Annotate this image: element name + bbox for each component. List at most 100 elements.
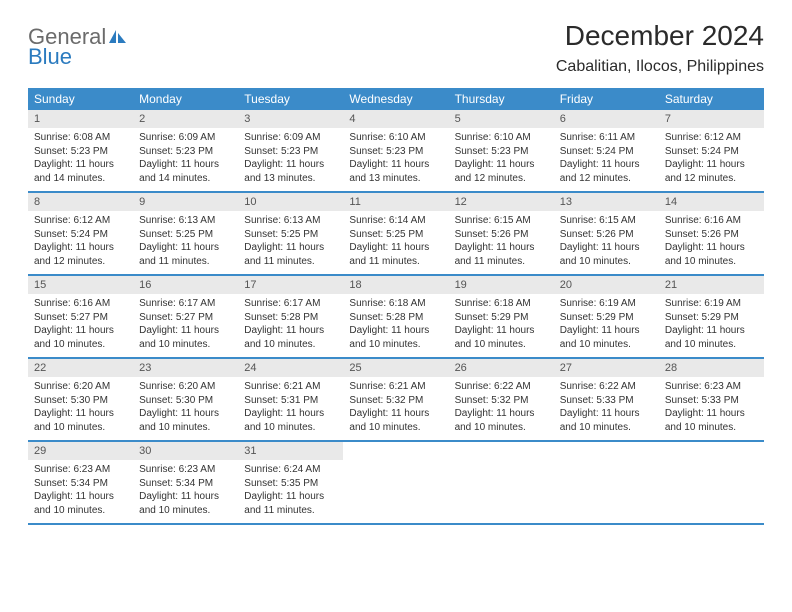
daylight-line: Daylight: 11 hours and 10 minutes. <box>349 324 442 351</box>
day-number: 5 <box>449 110 554 128</box>
weekday-header: Friday <box>554 88 659 110</box>
day-cell: .. <box>449 442 554 523</box>
day-cell: .. <box>659 442 764 523</box>
day-number: 6 <box>554 110 659 128</box>
header: GeneralBlue December 2024 Cabalitian, Il… <box>28 20 764 76</box>
day-cell: .. <box>554 442 659 523</box>
sunrise-line: Sunrise: 6:24 AM <box>244 463 337 477</box>
day-cell: 17Sunrise: 6:17 AMSunset: 5:28 PMDayligh… <box>238 276 343 357</box>
day-details: Sunrise: 6:23 AMSunset: 5:33 PMDaylight:… <box>659 377 764 440</box>
sunset-line: Sunset: 5:23 PM <box>244 145 337 159</box>
daylight-line: Daylight: 11 hours and 14 minutes. <box>139 158 232 185</box>
daylight-line: Daylight: 11 hours and 10 minutes. <box>34 490 127 517</box>
day-number: 16 <box>133 276 238 294</box>
sunrise-line: Sunrise: 6:09 AM <box>139 131 232 145</box>
daylight-line: Daylight: 11 hours and 14 minutes. <box>34 158 127 185</box>
sunrise-line: Sunrise: 6:10 AM <box>455 131 548 145</box>
day-details: Sunrise: 6:23 AMSunset: 5:34 PMDaylight:… <box>133 460 238 523</box>
day-number: 30 <box>133 442 238 460</box>
day-cell: 21Sunrise: 6:19 AMSunset: 5:29 PMDayligh… <box>659 276 764 357</box>
day-number: 28 <box>659 359 764 377</box>
day-details: Sunrise: 6:21 AMSunset: 5:32 PMDaylight:… <box>343 377 448 440</box>
brand-word-2: Blue <box>28 46 128 68</box>
sunrise-line: Sunrise: 6:18 AM <box>349 297 442 311</box>
sunset-line: Sunset: 5:23 PM <box>349 145 442 159</box>
day-details: Sunrise: 6:17 AMSunset: 5:28 PMDaylight:… <box>238 294 343 357</box>
location-text: Cabalitian, Ilocos, Philippines <box>556 58 764 76</box>
day-number: 19 <box>449 276 554 294</box>
day-details: Sunrise: 6:21 AMSunset: 5:31 PMDaylight:… <box>238 377 343 440</box>
sunset-line: Sunset: 5:24 PM <box>34 228 127 242</box>
day-details: Sunrise: 6:10 AMSunset: 5:23 PMDaylight:… <box>449 128 554 191</box>
day-number: 4 <box>343 110 448 128</box>
day-details: Sunrise: 6:22 AMSunset: 5:32 PMDaylight:… <box>449 377 554 440</box>
daylight-line: Daylight: 11 hours and 11 minutes. <box>455 241 548 268</box>
sunrise-line: Sunrise: 6:17 AM <box>244 297 337 311</box>
sunset-line: Sunset: 5:33 PM <box>665 394 758 408</box>
day-cell: 18Sunrise: 6:18 AMSunset: 5:28 PMDayligh… <box>343 276 448 357</box>
sunset-line: Sunset: 5:26 PM <box>665 228 758 242</box>
weeks-container: 1Sunrise: 6:08 AMSunset: 5:23 PMDaylight… <box>28 110 764 525</box>
daylight-line: Daylight: 11 hours and 13 minutes. <box>244 158 337 185</box>
day-number: 26 <box>449 359 554 377</box>
day-cell: 16Sunrise: 6:17 AMSunset: 5:27 PMDayligh… <box>133 276 238 357</box>
day-details: Sunrise: 6:18 AMSunset: 5:28 PMDaylight:… <box>343 294 448 357</box>
day-number: 29 <box>28 442 133 460</box>
day-cell: 13Sunrise: 6:15 AMSunset: 5:26 PMDayligh… <box>554 193 659 274</box>
day-number: 12 <box>449 193 554 211</box>
day-cell: 11Sunrise: 6:14 AMSunset: 5:25 PMDayligh… <box>343 193 448 274</box>
day-number: 8 <box>28 193 133 211</box>
day-cell: .. <box>343 442 448 523</box>
sunrise-line: Sunrise: 6:23 AM <box>34 463 127 477</box>
day-cell: 9Sunrise: 6:13 AMSunset: 5:25 PMDaylight… <box>133 193 238 274</box>
daylight-line: Daylight: 11 hours and 10 minutes. <box>139 490 232 517</box>
day-cell: 6Sunrise: 6:11 AMSunset: 5:24 PMDaylight… <box>554 110 659 191</box>
sunrise-line: Sunrise: 6:12 AM <box>34 214 127 228</box>
day-cell: 14Sunrise: 6:16 AMSunset: 5:26 PMDayligh… <box>659 193 764 274</box>
day-cell: 7Sunrise: 6:12 AMSunset: 5:24 PMDaylight… <box>659 110 764 191</box>
sunrise-line: Sunrise: 6:23 AM <box>665 380 758 394</box>
day-details: Sunrise: 6:20 AMSunset: 5:30 PMDaylight:… <box>28 377 133 440</box>
day-details: Sunrise: 6:22 AMSunset: 5:33 PMDaylight:… <box>554 377 659 440</box>
day-cell: 4Sunrise: 6:10 AMSunset: 5:23 PMDaylight… <box>343 110 448 191</box>
sunrise-line: Sunrise: 6:19 AM <box>665 297 758 311</box>
sunrise-line: Sunrise: 6:21 AM <box>244 380 337 394</box>
daylight-line: Daylight: 11 hours and 12 minutes. <box>665 158 758 185</box>
daylight-line: Daylight: 11 hours and 10 minutes. <box>244 324 337 351</box>
sunset-line: Sunset: 5:23 PM <box>455 145 548 159</box>
day-details: Sunrise: 6:09 AMSunset: 5:23 PMDaylight:… <box>133 128 238 191</box>
day-details: Sunrise: 6:16 AMSunset: 5:26 PMDaylight:… <box>659 211 764 274</box>
sunset-line: Sunset: 5:35 PM <box>244 477 337 491</box>
sunset-line: Sunset: 5:32 PM <box>455 394 548 408</box>
daylight-line: Daylight: 11 hours and 10 minutes. <box>34 324 127 351</box>
daylight-line: Daylight: 11 hours and 10 minutes. <box>560 241 653 268</box>
day-number: 24 <box>238 359 343 377</box>
daylight-line: Daylight: 11 hours and 13 minutes. <box>349 158 442 185</box>
day-cell: 15Sunrise: 6:16 AMSunset: 5:27 PMDayligh… <box>28 276 133 357</box>
sunset-line: Sunset: 5:29 PM <box>455 311 548 325</box>
daylight-line: Daylight: 11 hours and 10 minutes. <box>455 407 548 434</box>
day-number: 17 <box>238 276 343 294</box>
day-number: 7 <box>659 110 764 128</box>
day-details: Sunrise: 6:12 AMSunset: 5:24 PMDaylight:… <box>659 128 764 191</box>
day-cell: 23Sunrise: 6:20 AMSunset: 5:30 PMDayligh… <box>133 359 238 440</box>
day-cell: 2Sunrise: 6:09 AMSunset: 5:23 PMDaylight… <box>133 110 238 191</box>
sunset-line: Sunset: 5:27 PM <box>34 311 127 325</box>
sunrise-line: Sunrise: 6:09 AM <box>244 131 337 145</box>
daylight-line: Daylight: 11 hours and 10 minutes. <box>665 407 758 434</box>
daylight-line: Daylight: 11 hours and 10 minutes. <box>244 407 337 434</box>
day-cell: 12Sunrise: 6:15 AMSunset: 5:26 PMDayligh… <box>449 193 554 274</box>
day-details: Sunrise: 6:19 AMSunset: 5:29 PMDaylight:… <box>659 294 764 357</box>
day-details: Sunrise: 6:12 AMSunset: 5:24 PMDaylight:… <box>28 211 133 274</box>
day-number: 25 <box>343 359 448 377</box>
sunrise-line: Sunrise: 6:19 AM <box>560 297 653 311</box>
day-cell: 29Sunrise: 6:23 AMSunset: 5:34 PMDayligh… <box>28 442 133 523</box>
sunset-line: Sunset: 5:25 PM <box>244 228 337 242</box>
daylight-line: Daylight: 11 hours and 11 minutes. <box>139 241 232 268</box>
day-details: Sunrise: 6:24 AMSunset: 5:35 PMDaylight:… <box>238 460 343 523</box>
day-cell: 26Sunrise: 6:22 AMSunset: 5:32 PMDayligh… <box>449 359 554 440</box>
weekday-header: Tuesday <box>238 88 343 110</box>
day-cell: 22Sunrise: 6:20 AMSunset: 5:30 PMDayligh… <box>28 359 133 440</box>
daylight-line: Daylight: 11 hours and 10 minutes. <box>665 241 758 268</box>
sunrise-line: Sunrise: 6:17 AM <box>139 297 232 311</box>
